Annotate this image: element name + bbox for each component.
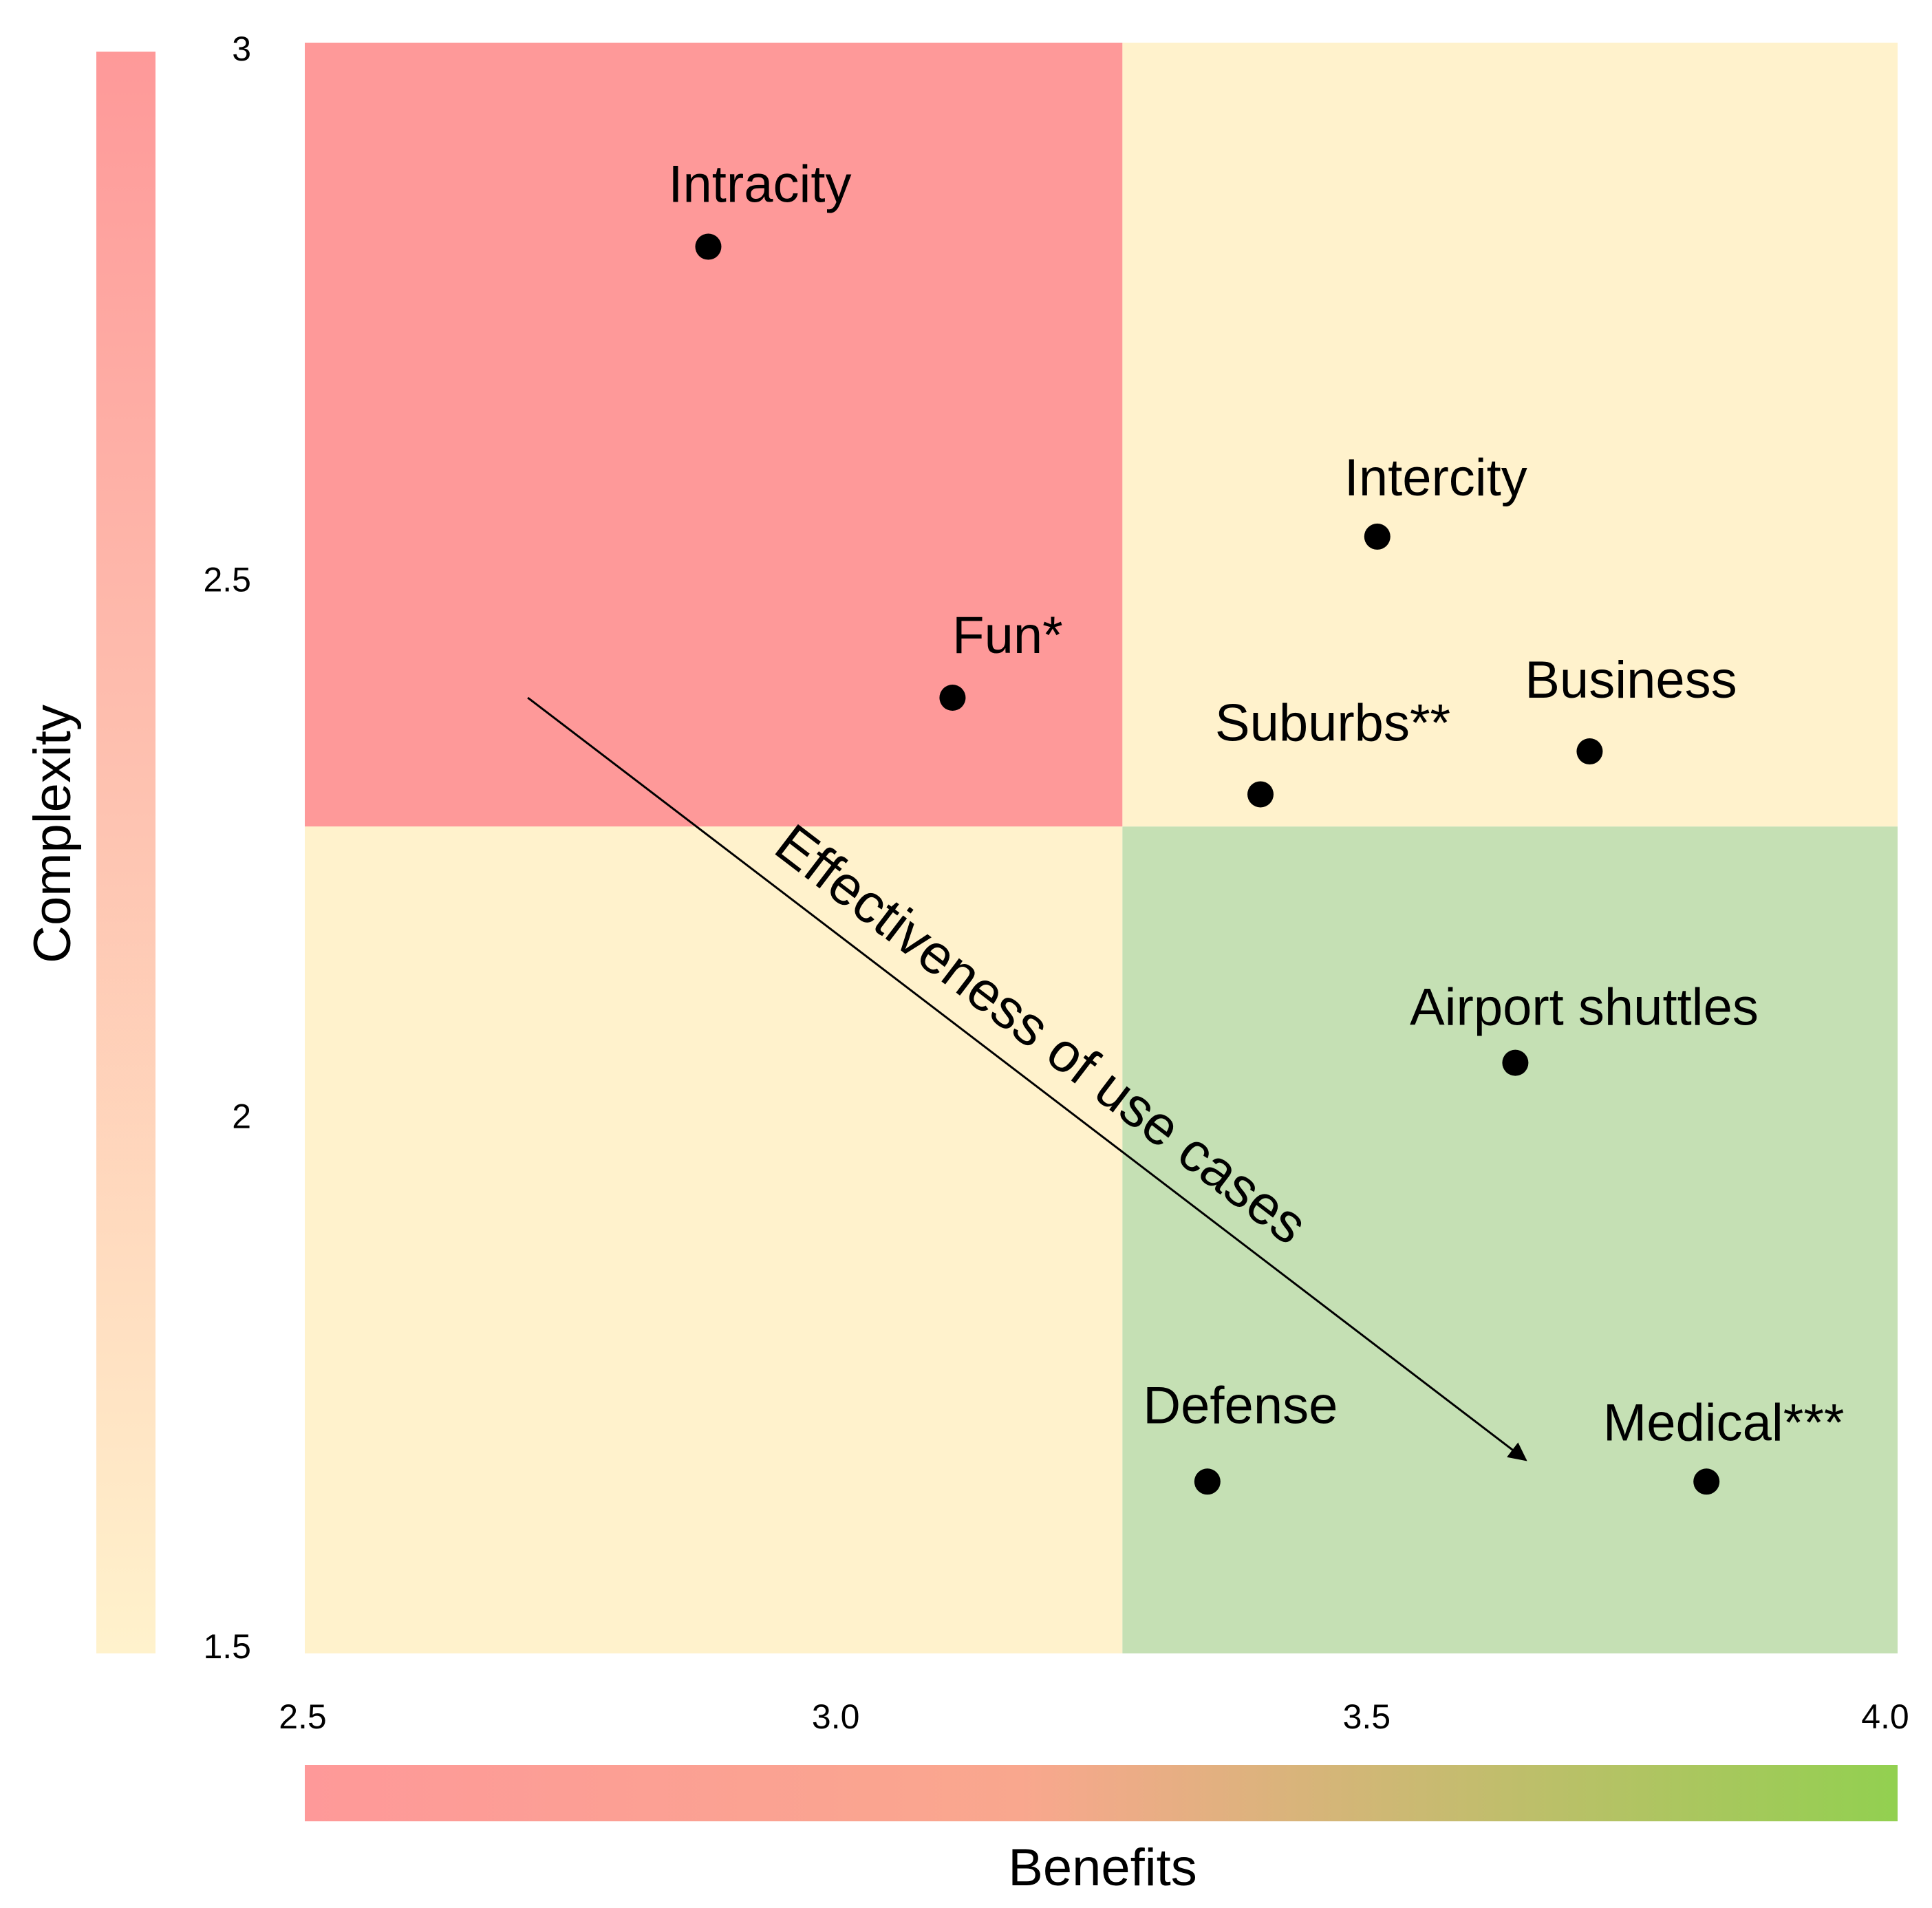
quadrant-background [305,43,1898,1653]
data-point-label: Intracity [668,156,851,214]
benefits-gradient-bar [305,1765,1898,1821]
data-point-marker [1502,1049,1529,1076]
y-tick-label: 2 [232,1097,251,1136]
x-tick-label: 3.5 [1343,1697,1391,1736]
data-point-label: Intercity [1344,449,1527,507]
y-tick-label: 3 [232,30,251,68]
data-points: Intracity Fun* Intercity Business Suburbs** A… [668,156,1845,1495]
data-point-label: Airport shuttles [1410,978,1759,1037]
effectiveness-arrow-line [527,696,1527,1461]
data-point-label: Business [1525,651,1737,709]
x-tick-label: 3.0 [812,1697,860,1736]
data-point: Suburbs** [1215,694,1450,808]
data-point-marker [1693,1468,1720,1495]
x-tick-label: 4.0 [1861,1697,1909,1736]
data-point-marker [1247,781,1274,808]
data-point-marker [1194,1468,1221,1495]
data-point-label: Fun* [952,606,1063,665]
quadrant-top-right [1122,43,1898,827]
data-point-marker [695,233,722,260]
data-point: Defense [1143,1376,1338,1495]
quadrant-top-left [305,43,1123,827]
x-tick-label: 2.5 [279,1697,327,1736]
data-point: Airport shuttles [1410,978,1759,1076]
complexity-gradient-bar [96,52,155,1653]
data-point-marker [1576,738,1603,765]
data-point: Fun* [939,606,1063,711]
data-point-marker [1364,523,1391,550]
data-point-label: Suburbs** [1215,694,1450,752]
quadrant-bottom-left [305,826,1123,1653]
x-axis-title: Benefits [1008,1839,1197,1897]
y-tick-label: 2.5 [203,560,251,599]
data-point-label: Medical*** [1603,1393,1845,1452]
quadrant-bottom-right [1122,826,1898,1653]
y-axis-ticks: 1.5 2 2.5 3 [203,30,251,1666]
data-point: Intracity [668,156,852,260]
data-point: Business [1525,651,1737,765]
data-point-label: Defense [1143,1376,1338,1435]
x-axis-ticks: 2.5 3.0 3.5 4.0 [279,1697,1909,1736]
data-point-marker [939,685,966,711]
data-point: Medical*** [1603,1393,1845,1495]
y-axis-title: Complexity [23,705,82,963]
data-point: Intercity [1344,449,1527,550]
y-tick-label: 1.5 [203,1627,251,1666]
